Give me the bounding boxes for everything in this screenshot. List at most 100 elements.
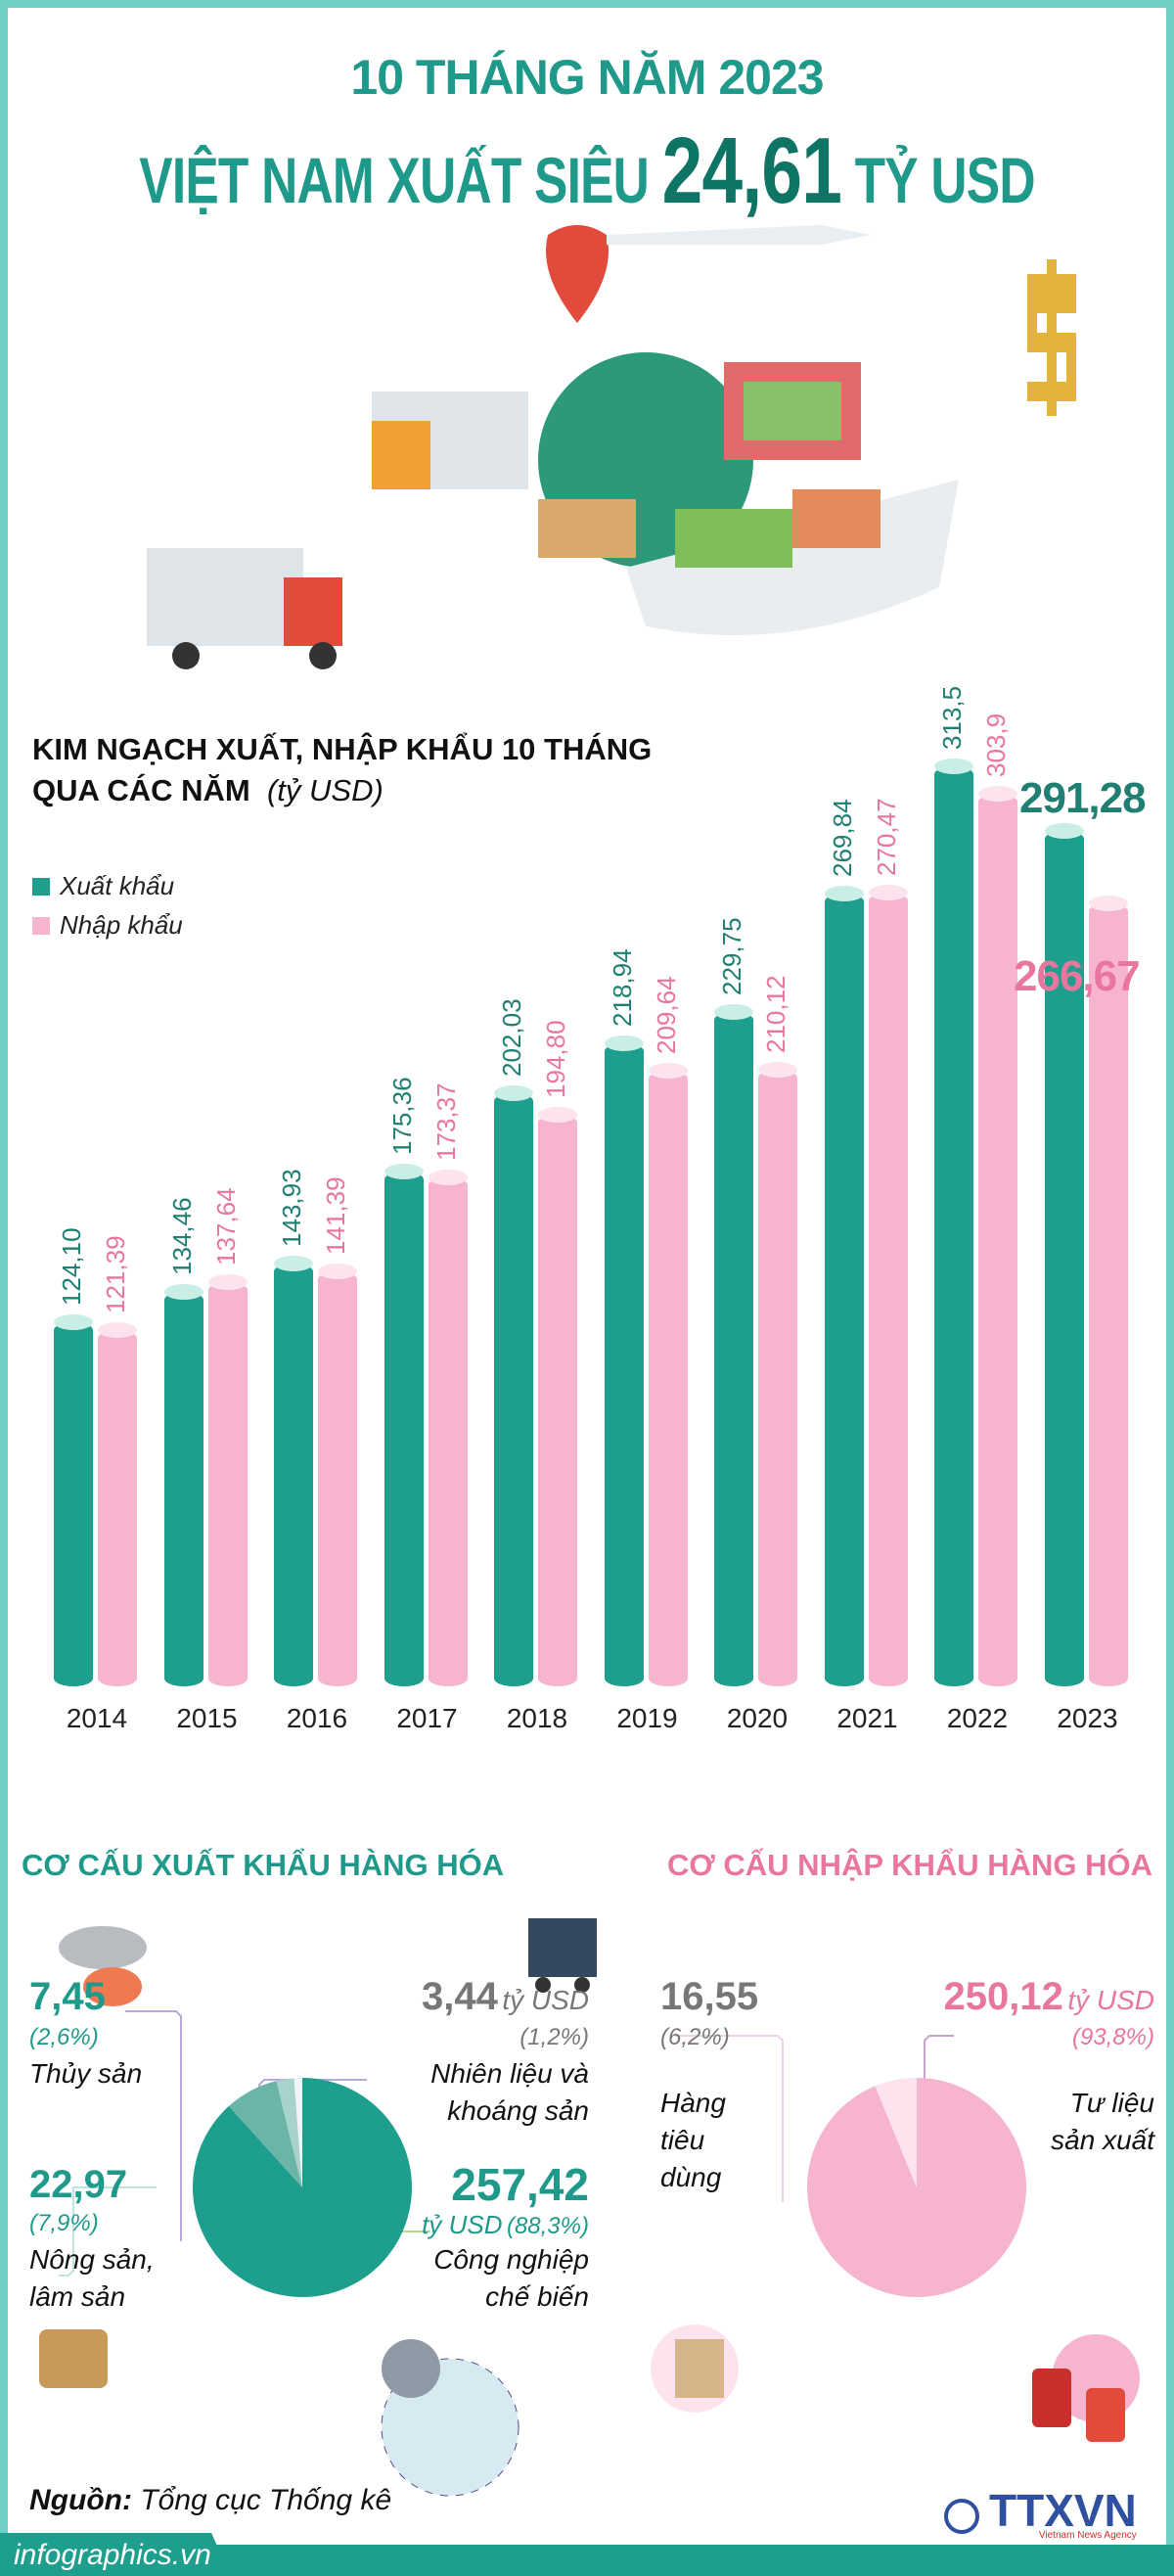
legend-swatch-export bbox=[32, 877, 50, 896]
source: Nguồn: Tổng cục Thống kê bbox=[29, 2484, 391, 2517]
legend-swatch-import bbox=[32, 916, 50, 935]
pie-slice bbox=[276, 2078, 302, 2187]
consumer-pct: (6,2%) bbox=[660, 2024, 730, 2050]
wood-icon bbox=[39, 2329, 108, 2388]
logo-sub: Vietnam News Agency bbox=[1038, 2530, 1137, 2541]
source-text: Tổng cục Thống kê bbox=[140, 2484, 392, 2516]
logo-text: TTXVN bbox=[989, 2485, 1137, 2536]
ttxvn-logo: TTXVN Vietnam News Agency bbox=[944, 2485, 1137, 2541]
import-value-label: 270,47 bbox=[871, 798, 901, 876]
bar-cap bbox=[868, 884, 908, 900]
bar-cap bbox=[648, 1063, 688, 1080]
pie-slice bbox=[875, 2078, 917, 2187]
processing-unit: tỷ USD bbox=[422, 2210, 503, 2239]
year-label: 2021 bbox=[836, 1703, 898, 1733]
export-value-label: 202,03 bbox=[497, 998, 526, 1077]
legend-export: Xuất khẩu bbox=[32, 871, 174, 901]
seafood-value: 7,45 bbox=[29, 1975, 106, 2018]
import-value-label: 173,37 bbox=[430, 1082, 461, 1161]
bar-cap bbox=[1044, 823, 1084, 840]
year-label: 2015 bbox=[176, 1703, 238, 1733]
bar-cap bbox=[934, 758, 973, 774]
year-label: 2019 bbox=[616, 1703, 678, 1733]
pie-slice bbox=[228, 2081, 302, 2187]
export-bar bbox=[274, 1264, 313, 1686]
title-prefix: VIỆT NAM XUẤT SIÊU bbox=[139, 144, 650, 216]
import-value-label: 210,12 bbox=[761, 975, 790, 1053]
year-label: 2018 bbox=[506, 1703, 568, 1733]
bar-cap bbox=[384, 1163, 424, 1179]
coal-cart-icon bbox=[528, 1918, 597, 1977]
export-value-label: 291,28 bbox=[1019, 774, 1147, 823]
agri-pct: (7,9%) bbox=[29, 2210, 99, 2236]
capital-label: Tư liệu sản xuất bbox=[1051, 2088, 1154, 2155]
fuel-label: Nhiên liệu và khoáng sản bbox=[430, 2058, 589, 2126]
import-bar bbox=[648, 1071, 688, 1686]
import-bar bbox=[98, 1329, 137, 1686]
import-structure-title: CƠ CẤU NHẬP KHẨU HÀNG HÓA bbox=[666, 1848, 1152, 1882]
import-value-label: 209,64 bbox=[651, 976, 681, 1055]
export-bar bbox=[494, 1092, 533, 1686]
site-link[interactable]: infographics.vn bbox=[0, 2533, 230, 2576]
import-value-label: 266,67 bbox=[1014, 951, 1141, 1000]
capital-value: 250,12 bbox=[943, 1975, 1063, 2018]
logo-block: TTXVN Vietnam News Agency bbox=[989, 2485, 1137, 2541]
bar-cap bbox=[1088, 895, 1128, 911]
import-bar bbox=[318, 1270, 357, 1686]
chart-unit: (tỷ USD) bbox=[266, 773, 384, 807]
location-pin-icon bbox=[546, 225, 609, 323]
bar-cap bbox=[494, 1084, 533, 1101]
import-bar bbox=[1088, 902, 1128, 1686]
pie-import bbox=[807, 2078, 1026, 2297]
export-bar bbox=[1044, 831, 1084, 1686]
structure-pies bbox=[39, 1918, 1140, 2497]
import-value-label: 141,39 bbox=[321, 1176, 350, 1255]
fuel-value-row: 3,44 tỷ USD bbox=[344, 1975, 589, 2019]
bar-cap bbox=[318, 1263, 357, 1279]
chart-title-line1: KIM NGẠCH XUẤT, NHẬP KHẨU 10 THÁNG bbox=[32, 732, 653, 766]
import-value-label: 137,64 bbox=[210, 1187, 241, 1266]
title-line1: 10 THÁNG NĂM 2023 bbox=[350, 50, 824, 105]
bar-cap bbox=[714, 1003, 753, 1020]
export-value-label: 175,36 bbox=[386, 1077, 417, 1155]
capital-unit: tỷ USD bbox=[1067, 1985, 1154, 2015]
bar-cap bbox=[207, 1274, 248, 1291]
agri-label: Nông sản, lâm sản bbox=[29, 2244, 155, 2312]
bar-cap bbox=[604, 1035, 644, 1052]
bar-cap bbox=[978, 786, 1017, 803]
processing-value: 257,42 bbox=[451, 2159, 589, 2210]
export-bar bbox=[54, 1321, 93, 1686]
bar-cap bbox=[428, 1169, 468, 1185]
export-bar bbox=[604, 1043, 644, 1686]
bar-cap bbox=[274, 1256, 313, 1272]
bar-cap bbox=[758, 1061, 797, 1078]
import-bar bbox=[978, 794, 1017, 1686]
import-bar bbox=[428, 1176, 468, 1686]
legend-label: Nhập khẩu bbox=[60, 910, 183, 940]
export-value-label: 218,94 bbox=[607, 948, 637, 1028]
source-label: Nguồn: bbox=[29, 2484, 132, 2516]
seafood-label: Thủy sản bbox=[29, 2058, 143, 2089]
import-bar bbox=[538, 1114, 577, 1686]
chart-title-text: QUA CÁC NĂM bbox=[32, 773, 250, 807]
processing-sub: tỷ USD (88,3%) bbox=[354, 2210, 589, 2240]
seafood-pct: (2,6%) bbox=[29, 2024, 99, 2050]
legend-import: Nhập khẩu bbox=[32, 910, 183, 941]
bar-cap bbox=[824, 886, 864, 902]
import-bar bbox=[207, 1282, 248, 1686]
export-structure-title: CƠ CẤU XUẤT KHẨU HÀNG HÓA bbox=[22, 1848, 505, 1882]
capital-value-row: 250,12 tỷ USD bbox=[861, 1975, 1154, 2019]
gear-icon bbox=[382, 2339, 440, 2398]
fish-icon bbox=[59, 1926, 147, 1969]
import-bar bbox=[758, 1069, 797, 1686]
agri-value: 22,97 bbox=[29, 2163, 128, 2206]
chart-title-line2: QUA CÁC NĂM (tỷ USD) bbox=[32, 773, 384, 808]
pie-export bbox=[193, 2078, 412, 2297]
airplane-icon bbox=[607, 225, 871, 245]
export-bar bbox=[934, 765, 973, 1686]
export-value-label: 269,84 bbox=[827, 799, 857, 878]
fuel-value: 3,44 bbox=[422, 1975, 498, 2018]
export-value-label: 143,93 bbox=[277, 1169, 306, 1248]
year-label: 2016 bbox=[286, 1703, 348, 1733]
